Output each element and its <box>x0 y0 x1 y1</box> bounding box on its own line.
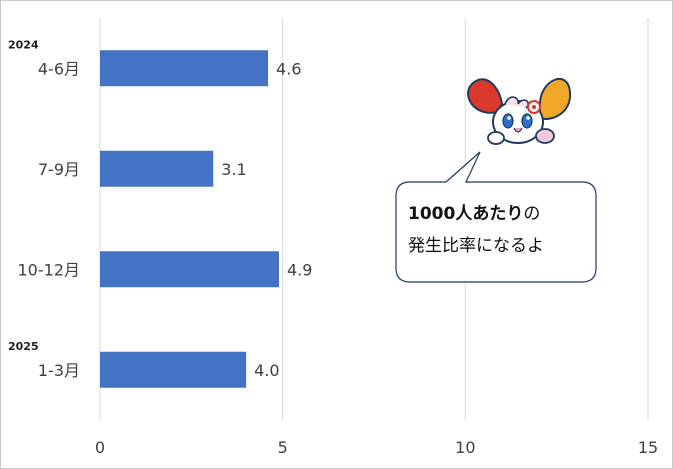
bar <box>100 150 214 187</box>
data-label: 4.9 <box>287 260 312 279</box>
callout-bold: 1000人あたり <box>408 204 524 224</box>
category-label: 1-3月 <box>38 361 80 380</box>
data-label: 4.0 <box>254 361 279 380</box>
x-tick-label: 5 <box>278 438 288 457</box>
mascot-character-icon <box>467 78 572 145</box>
callout-suffix: の <box>523 204 541 224</box>
callout-line-2: 発生比率になるよ <box>408 236 544 256</box>
year-label: 2025 <box>8 340 39 353</box>
data-label: 3.1 <box>221 160 246 179</box>
category-label: 4-6月 <box>38 59 80 78</box>
bar <box>100 351 247 388</box>
callout-text: 1000人あたりの 発生比率になるよ <box>408 198 593 262</box>
bar <box>100 251 280 288</box>
bar <box>100 50 269 87</box>
labels: 0 5 10 15 4.6 4-6月 2024 3.1 7-9月 4.9 10-12月 4.0 1-3月… <box>8 38 658 457</box>
category-label: 7-9月 <box>38 160 80 179</box>
x-tick-label: 15 <box>638 438 658 457</box>
year-label: 2024 <box>8 38 39 51</box>
speech-bubble <box>395 151 597 283</box>
bars <box>100 50 280 388</box>
callout-line-1: 1000人あたりの <box>408 198 593 230</box>
x-tick-label: 10 <box>455 438 475 457</box>
data-label: 4.6 <box>276 59 301 78</box>
x-tick-label: 0 <box>95 438 105 457</box>
category-label: 10-12月 <box>18 260 81 279</box>
